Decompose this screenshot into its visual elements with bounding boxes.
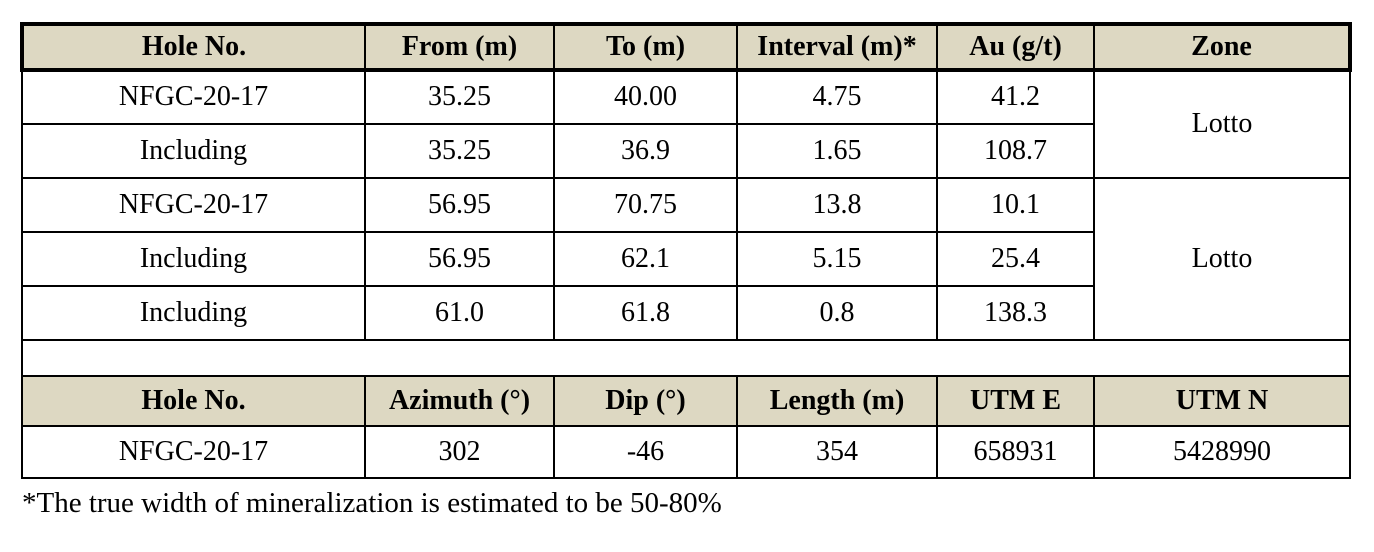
collar-header-row: Hole No. Azimuth (°) Dip (°) Length (m) … <box>21 375 1351 427</box>
cell-to: 40.00 <box>553 69 738 125</box>
column-header-interval: Interval (m)* <box>736 22 938 72</box>
column-header-hole-no: Hole No. <box>21 375 366 427</box>
column-header-zone: Zone <box>1093 22 1352 72</box>
cell-interval: 4.75 <box>736 69 938 125</box>
column-header-length: Length (m) <box>736 375 938 427</box>
cell-interval: 13.8 <box>736 177 938 233</box>
table-row: NFGC-20-17 35.25 40.00 4.75 41.2 Lotto <box>21 69 1351 179</box>
column-header-au: Au (g/t) <box>936 22 1095 72</box>
spacer-row <box>21 339 1351 377</box>
cell-utm-n: 5428990 <box>1093 425 1351 479</box>
column-header-hole-no: Hole No. <box>20 22 366 72</box>
column-header-dip: Dip (°) <box>553 375 738 427</box>
cell-from: 56.95 <box>364 177 555 233</box>
cell-from: 56.95 <box>364 231 555 287</box>
cell-azimuth: 302 <box>364 425 555 479</box>
cell-interval: 5.15 <box>736 231 938 287</box>
cell-length: 354 <box>736 425 938 479</box>
cell-from: 61.0 <box>364 285 555 341</box>
column-header-azimuth: Azimuth (°) <box>364 375 555 427</box>
cell-hole-no: Including <box>21 285 366 341</box>
table-row: NFGC-20-17 56.95 70.75 13.8 10.1 Lotto <box>21 177 1351 341</box>
table-row: Including 35.25 36.9 1.65 108.7 <box>21 123 1350 179</box>
document-page: Hole No. From (m) To (m) Interval (m)* A… <box>20 22 1352 519</box>
cell-utm-e: 658931 <box>936 425 1095 479</box>
cell-dip: -46 <box>553 425 738 479</box>
intercepts-header-row: Hole No. From (m) To (m) Interval (m)* A… <box>20 22 1352 72</box>
cell-hole-no: Including <box>21 123 366 179</box>
cell-to: 70.75 <box>553 177 738 233</box>
cell-to: 61.8 <box>553 285 738 341</box>
cell-au: 41.2 <box>936 69 1095 125</box>
cell-au: 10.1 <box>936 177 1095 233</box>
table-row: Including 61.0 61.8 0.8 138.3 <box>21 285 1350 341</box>
spacer-cell <box>21 339 1351 377</box>
cell-au: 25.4 <box>936 231 1095 287</box>
cell-zone-merged: Lotto <box>1093 69 1351 179</box>
cell-au: 138.3 <box>936 285 1095 341</box>
column-header-utm-n: UTM N <box>1093 375 1351 427</box>
drill-results-table: Hole No. From (m) To (m) Interval (m)* A… <box>20 22 1352 479</box>
cell-zone-merged: Lotto <box>1093 177 1351 341</box>
cell-interval: 0.8 <box>736 285 938 341</box>
column-header-utm-e: UTM E <box>936 375 1095 427</box>
cell-interval: 1.65 <box>736 123 938 179</box>
cell-from: 35.25 <box>364 123 555 179</box>
table-row: NFGC-20-17 302 -46 354 658931 5428990 <box>21 425 1351 479</box>
cell-to: 62.1 <box>553 231 738 287</box>
column-header-from: From (m) <box>364 22 555 72</box>
cell-au: 108.7 <box>936 123 1095 179</box>
footnote: *The true width of mineralization is est… <box>22 487 722 519</box>
cell-to: 36.9 <box>553 123 738 179</box>
cell-hole-no: NFGC-20-17 <box>21 69 366 125</box>
cell-hole-no: NFGC-20-17 <box>21 177 366 233</box>
cell-from: 35.25 <box>364 69 555 125</box>
cell-hole-no: NFGC-20-17 <box>21 425 366 479</box>
column-header-to: To (m) <box>553 22 738 72</box>
cell-hole-no: Including <box>21 231 366 287</box>
table-row: Including 56.95 62.1 5.15 25.4 <box>21 231 1350 287</box>
